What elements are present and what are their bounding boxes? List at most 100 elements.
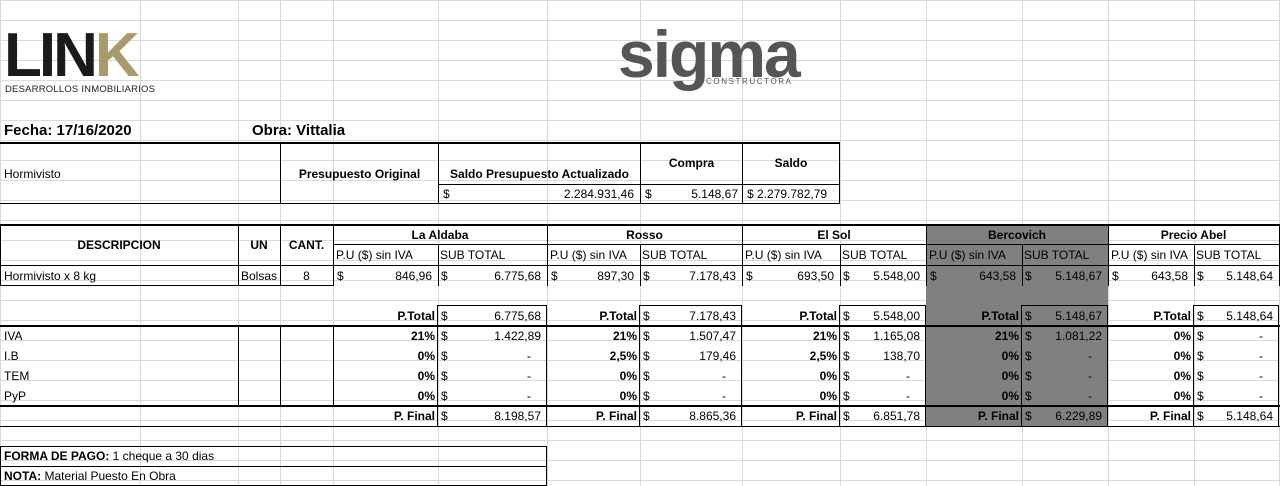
currency-sign: $ [1025, 409, 1032, 423]
tax-percent: 0% [1173, 349, 1191, 363]
tax-percent: 0% [819, 389, 837, 403]
border-line [926, 224, 927, 286]
subtotal-value: 6.775,68 [494, 269, 541, 283]
tax-percent: 0% [1001, 349, 1019, 363]
link-logo: LINK [4, 21, 140, 90]
pfinal-value: 8.865,36 [689, 409, 736, 423]
currency-sign: $ [1025, 329, 1032, 343]
border-line [280, 224, 281, 286]
tax-value: 1.081,22 [1055, 329, 1102, 343]
subtotal-value: 5.148,67 [1055, 269, 1102, 283]
currency-sign: $ [337, 269, 344, 283]
column-un: UN [250, 238, 268, 252]
pfinal-value: 6.851,78 [873, 409, 920, 423]
border-line [742, 224, 743, 286]
summary-col-compra: Compra [668, 156, 715, 170]
tax-value: 179,46 [699, 349, 736, 363]
currency-sign: $ [441, 349, 448, 363]
summary-col-saldo-actualizado: Saldo Presupuesto Actualizado [450, 167, 629, 181]
forma-de-pago: FORMA DE PAGO: 1 cheque a 30 dias [4, 449, 215, 463]
ptotal-value: 7.178,43 [689, 309, 736, 323]
border-line [640, 244, 641, 286]
tax-percent: 21% [994, 329, 1019, 343]
pfinal-label: P. Final [1149, 409, 1191, 423]
vendor-name-la-aldaba: La Aldaba [411, 228, 469, 242]
currency-sign: $ [1197, 389, 1204, 403]
border-line [839, 305, 840, 427]
currency-sign: $ [843, 349, 850, 363]
pfinal-label: P. Final [393, 409, 435, 423]
tax-percent: 2,5% [609, 349, 637, 363]
pfinal-label: P. Final [977, 409, 1019, 423]
currency-sign: $ [441, 269, 448, 283]
border-line [639, 305, 640, 427]
subtotal-header: SUB TOTAL [842, 248, 908, 262]
pfinal-label: P. Final [595, 409, 637, 423]
tax-percent: 0% [619, 369, 637, 383]
ptotal-label: P.Total [397, 309, 435, 323]
subtotal-value: 5.548,00 [873, 269, 920, 283]
pu-header: P.U ($) sin IVA [336, 248, 413, 262]
border-line [925, 305, 926, 427]
tax-value: - [722, 369, 726, 383]
currency-sign: $ [1197, 329, 1204, 343]
currency-sign: $ [645, 187, 652, 201]
ptotal-label: P.Total [981, 309, 1019, 323]
tax-value: - [527, 369, 531, 383]
tax-value: - [1259, 329, 1263, 343]
row-label-pyp: PyP [4, 389, 27, 403]
summary-col-saldo: Saldo [774, 156, 808, 170]
currency-sign: $ [643, 409, 650, 423]
tax-value: - [1088, 349, 1092, 363]
tax-value: - [1259, 349, 1263, 363]
ptotal-label: P.Total [799, 309, 837, 323]
tax-value: - [1259, 369, 1263, 383]
tax-percent: 0% [1173, 389, 1191, 403]
ptotal-bottom-line [0, 325, 1280, 327]
pfinal-value: 6.229,89 [1055, 409, 1102, 423]
subtotal-header: SUB TOTAL [642, 248, 708, 262]
currency-sign: $ [643, 349, 650, 363]
subtotal-value: 5.148,64 [1226, 269, 1273, 283]
tax-value: - [906, 389, 910, 403]
pfinal-bottom-line [0, 426, 1280, 427]
ptotal-label: P.Total [1153, 309, 1191, 323]
currency-sign: $ [843, 269, 850, 283]
border-line [1194, 244, 1195, 286]
tax-percent: 0% [417, 349, 435, 363]
border-line [438, 244, 439, 286]
sigma-logo: sigma [618, 17, 801, 91]
border-line [840, 244, 841, 286]
obra-label: Obra: Vittalia [252, 122, 346, 139]
border-line [1021, 305, 1022, 427]
fecha-label: Fecha: 17/16/2020 [4, 122, 132, 139]
row-label-ib: I.B [4, 349, 19, 363]
border-line [238, 224, 239, 286]
tax-value: - [906, 369, 910, 383]
row-label-tem: TEM [4, 369, 30, 383]
ptotal-value: 5.548,00 [873, 309, 920, 323]
pu-value: 693,50 [797, 269, 834, 283]
currency-sign: $ [1197, 349, 1204, 363]
currency-sign: $ [1197, 409, 1204, 423]
border-line [238, 325, 239, 406]
tax-value: - [527, 389, 531, 403]
nota: NOTA: Material Puesto En Obra [4, 469, 176, 483]
summary-col-original: Presupuesto Original [298, 167, 421, 181]
border-line [437, 305, 438, 427]
table-top-border [0, 224, 1280, 226]
currency-sign: $ [643, 309, 650, 323]
currency-sign: $ [441, 369, 448, 383]
currency-sign: $ [643, 389, 650, 403]
currency-sign: $ [1025, 269, 1032, 283]
saldo-actualizado-value: 2.284.931,46 [563, 187, 634, 201]
currency-sign: $ [1025, 349, 1032, 363]
tax-value: - [1088, 369, 1092, 383]
item-cant: 8 [303, 269, 310, 283]
currency-sign: $ [1197, 309, 1204, 323]
pu-header: P.U ($) sin IVA [550, 248, 627, 262]
tax-value: - [1088, 389, 1092, 403]
ptotal-value: 5.148,64 [1226, 309, 1273, 323]
tax-value: 1.422,89 [494, 329, 541, 343]
border-line [437, 305, 546, 306]
